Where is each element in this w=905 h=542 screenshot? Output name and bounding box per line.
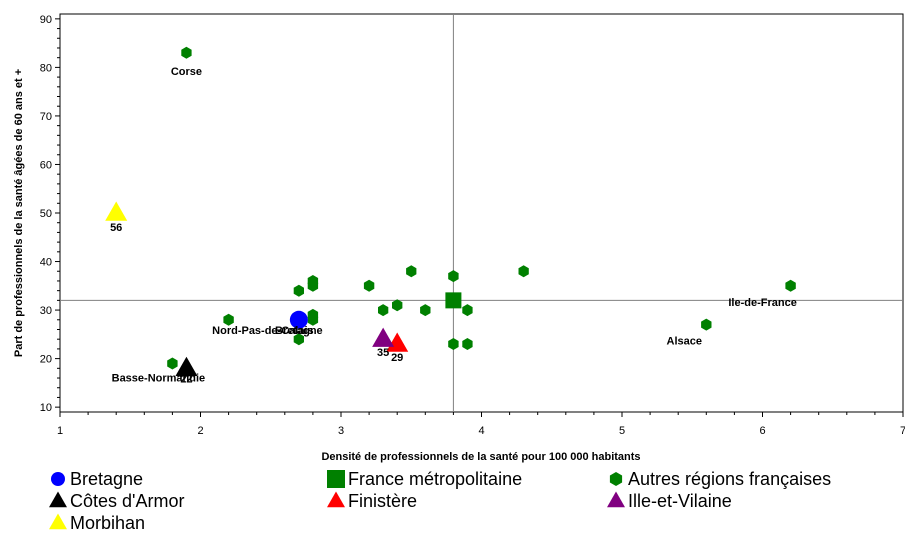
legend-marker xyxy=(609,472,623,486)
data-point-2-8 xyxy=(307,313,319,326)
y-tick-label: 80 xyxy=(40,62,52,74)
legend-marker xyxy=(49,513,67,530)
data-point-2-10 xyxy=(378,304,389,317)
legend-label: Ille-et-Vilaine xyxy=(628,491,732,511)
x-tick-label: 6 xyxy=(759,425,765,437)
data-point-2-14 xyxy=(448,270,459,283)
legend-label: Morbihan xyxy=(70,513,145,533)
point-label: 56 xyxy=(110,222,122,234)
data-point-2-0 xyxy=(181,46,192,59)
legend-label: Côtes d'Armor xyxy=(70,491,184,511)
legend-label: Autres régions françaises xyxy=(628,469,831,489)
legend-item: Côtes d'Armor xyxy=(49,491,184,511)
y-tick-label: 60 xyxy=(40,159,52,171)
x-tick-label: 4 xyxy=(478,425,484,437)
point-label: 35 xyxy=(377,347,389,359)
y-axis-title: Part de professionnels de la santé âgées… xyxy=(13,69,25,357)
legend-marker xyxy=(327,491,345,508)
data-point-2-6 xyxy=(307,279,319,292)
data-point-6-0 xyxy=(105,201,128,221)
data-point-2-2 xyxy=(223,313,234,326)
x-tick-label: 5 xyxy=(619,425,625,437)
data-point-1-0 xyxy=(445,292,462,309)
point-label: 29 xyxy=(391,352,403,364)
legend-item: Morbihan xyxy=(49,513,145,533)
data-point-2-16 xyxy=(462,304,473,317)
point-label: Basse-Normandie xyxy=(112,372,206,384)
legend-label: Finistère xyxy=(348,491,417,511)
legend-item: Ille-et-Vilaine xyxy=(607,491,732,511)
x-tick-label: 2 xyxy=(197,425,203,437)
data-point-2-11 xyxy=(392,299,403,312)
y-tick-label: 50 xyxy=(40,208,52,220)
data-point-4-0 xyxy=(386,332,409,352)
data-point-2-4 xyxy=(293,333,304,346)
legend-item: Bretagne xyxy=(51,469,143,489)
legend-marker xyxy=(327,470,345,488)
data-point-2-1 xyxy=(167,357,178,370)
data-point-2-19 xyxy=(701,318,712,331)
data-point-3-0 xyxy=(175,356,198,377)
data-point-2-17 xyxy=(462,338,473,350)
y-tick-label: 20 xyxy=(40,354,52,366)
point-label: Ile-de-France xyxy=(728,297,796,309)
point-label: Bretagne xyxy=(275,325,323,337)
data-point-2-13 xyxy=(420,304,431,317)
data-point-2-15 xyxy=(448,338,459,350)
data-point-2-9 xyxy=(363,279,375,292)
legend-item: Autres régions françaises xyxy=(609,469,831,489)
legend-item: Finistère xyxy=(327,491,417,511)
data-point-0-0 xyxy=(289,310,308,329)
y-tick-label: 40 xyxy=(40,257,52,269)
y-tick-label: 70 xyxy=(40,111,52,123)
legend-label: France métropolitaine xyxy=(348,469,522,489)
legend-label: Bretagne xyxy=(70,469,143,489)
data-point-2-3 xyxy=(293,284,304,297)
data-point-2-18 xyxy=(518,265,529,278)
data-point-2-20 xyxy=(785,279,796,292)
x-tick-label: 3 xyxy=(338,425,344,437)
x-tick-label: 7 xyxy=(900,425,905,437)
point-label: 22 xyxy=(180,373,192,385)
legend-marker xyxy=(51,472,65,486)
point-label: Alsace xyxy=(667,336,702,348)
legend-marker xyxy=(49,491,67,508)
x-axis-title: Densité de professionnels de la santé po… xyxy=(321,451,640,463)
y-tick-label: 30 xyxy=(40,305,52,317)
data-point-2-12 xyxy=(406,265,417,278)
data-point-5-0 xyxy=(372,327,395,347)
plot-area xyxy=(59,13,904,413)
legend-item: France métropolitaine xyxy=(327,469,522,489)
point-label: Corse xyxy=(171,66,202,78)
y-tick-label: 90 xyxy=(40,14,52,26)
point-label: Nord-Pas-de-Calais xyxy=(212,325,313,337)
x-tick-label: 1 xyxy=(57,425,63,437)
legend-marker xyxy=(607,491,625,508)
y-tick-label: 10 xyxy=(40,402,52,414)
